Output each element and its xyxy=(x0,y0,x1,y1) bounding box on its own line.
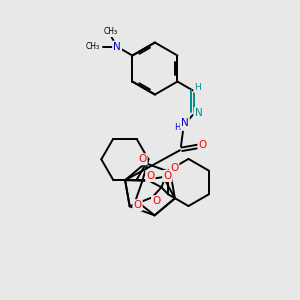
Text: N: N xyxy=(113,42,121,52)
Text: H: H xyxy=(174,123,180,132)
Text: O: O xyxy=(152,196,160,206)
Text: CH₃: CH₃ xyxy=(103,27,117,36)
Text: N: N xyxy=(181,118,189,128)
Text: O: O xyxy=(138,154,147,164)
Text: O: O xyxy=(170,163,178,173)
Text: H: H xyxy=(194,83,201,92)
Text: N: N xyxy=(195,108,203,118)
Text: CH₃: CH₃ xyxy=(85,42,99,51)
Text: O: O xyxy=(163,171,171,181)
Text: O: O xyxy=(198,140,207,150)
Text: O: O xyxy=(134,200,142,210)
Text: O: O xyxy=(146,171,154,181)
